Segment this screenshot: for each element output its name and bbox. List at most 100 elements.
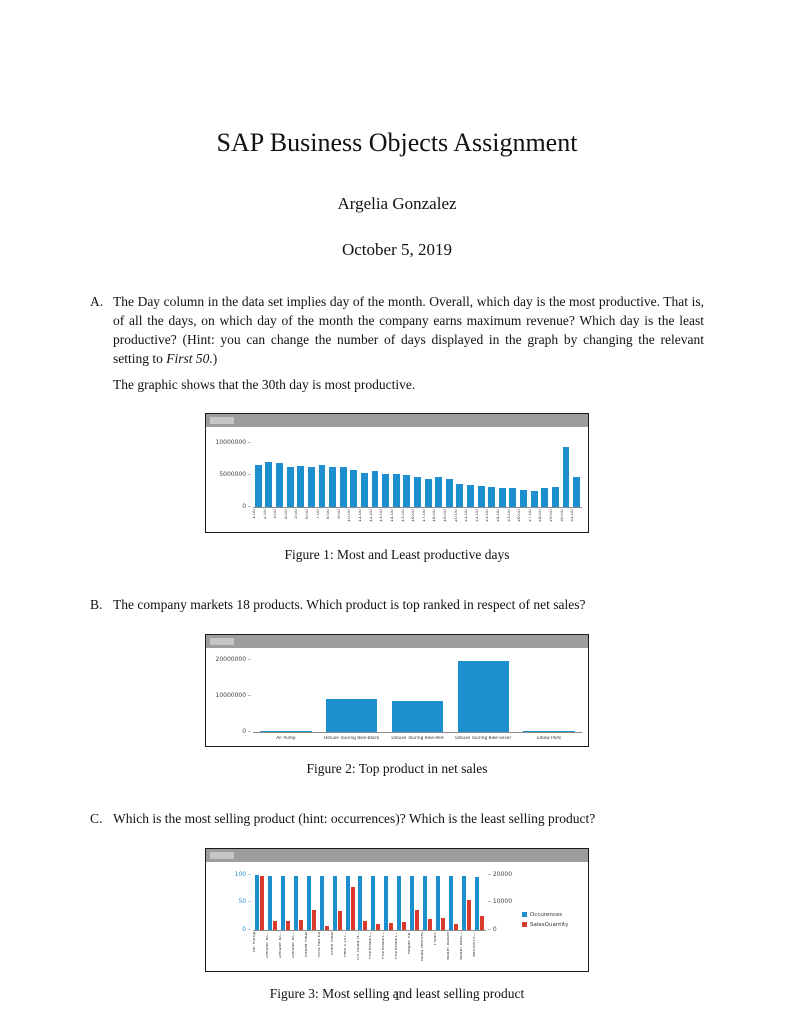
x-axis-label: 17.00	[422, 508, 427, 522]
bar	[456, 483, 464, 507]
question-b-label: B.	[90, 596, 103, 612]
y-axis-tick-label: 0	[488, 926, 497, 933]
bar-group	[385, 658, 451, 732]
question-a-text-pre: The Day column in the data set implies d…	[113, 294, 704, 367]
x-axis-label: Air Pump	[253, 931, 257, 953]
bar	[477, 485, 485, 507]
bar	[297, 465, 305, 507]
y-axis-left: 10000000 5000000 0	[209, 437, 253, 510]
bar-group	[338, 437, 349, 507]
bar	[573, 477, 581, 507]
bar	[298, 920, 303, 930]
bar-group	[455, 437, 466, 507]
bar-group	[317, 437, 328, 507]
bar-group	[434, 872, 447, 930]
bar	[254, 464, 262, 507]
question-a-answer: The graphic shows that the 30th day is m…	[113, 376, 416, 392]
bar	[389, 923, 394, 930]
x-axis-label: Women's...	[472, 931, 477, 957]
bar-group	[518, 437, 529, 507]
y-axis-tick-label: 0	[242, 926, 251, 933]
x-axis-label: 20.00	[454, 508, 459, 522]
bar-group	[391, 437, 402, 507]
figure-2: 20000000 10000000 0 Air Pump Deluxe Touring…	[90, 633, 704, 777]
bar	[280, 875, 285, 930]
bar	[345, 875, 350, 930]
bar	[360, 472, 368, 507]
bar-group	[370, 437, 381, 507]
bar-group	[319, 658, 385, 732]
x-axis-label: 3.00	[274, 508, 279, 519]
document-page: SAP Business Objects Assignment Argelia …	[90, 0, 704, 1002]
bar-group	[305, 872, 318, 930]
bar-group	[571, 437, 582, 507]
bar-group	[318, 872, 331, 930]
bar-group	[357, 872, 370, 930]
bar	[410, 876, 415, 930]
bar-group	[516, 658, 582, 732]
plot-area	[253, 658, 582, 733]
bar	[467, 485, 474, 507]
x-axis-label: Profession...	[382, 931, 387, 960]
y-axis-tick-label: 50	[238, 899, 251, 905]
bar	[414, 477, 421, 507]
x-axis-label: 7.00	[316, 508, 321, 519]
bar	[332, 876, 337, 930]
bar	[371, 875, 376, 930]
figure-1: 10000000 5000000 0 1.00 2.00 3.00 4.00 5.00 6.0…	[90, 412, 704, 563]
bar-group	[529, 437, 540, 507]
bar-group	[473, 872, 486, 930]
bar-group	[369, 872, 382, 930]
bar	[397, 875, 402, 930]
y-axis-tick-label: 100	[235, 871, 251, 878]
x-axis-label: 30.00	[560, 508, 565, 522]
question-b: B. The company markets 18 products. Whic…	[90, 595, 704, 614]
chart-header	[206, 634, 588, 648]
chart-body: 20000000 10000000 0 Air Pump Deluxe Touring…	[206, 648, 588, 746]
bar-group	[444, 437, 455, 507]
bar	[350, 470, 358, 507]
x-axis-label: 27.00	[528, 508, 533, 522]
x-axis-labels: Air Pump Deluxe To... Deluxe To... Deluxe T…	[253, 932, 486, 968]
bar	[363, 920, 368, 930]
x-axis-label: First Aid Kit	[317, 931, 322, 958]
bar	[449, 876, 454, 930]
bar-group	[412, 437, 423, 507]
chart-frame-3: 100 50 0 Air Pump Deluxe To... Deluxe To... D…	[205, 847, 589, 972]
x-axis-label: Deluxe To...	[291, 931, 296, 958]
legend-entry: Occurences	[522, 912, 582, 918]
x-axis-label: 8.00	[327, 508, 332, 519]
bar	[454, 924, 459, 930]
x-axis-label: Elbow Pads	[537, 735, 562, 741]
bar	[254, 874, 259, 930]
bar-group	[447, 872, 460, 930]
bar	[435, 477, 443, 507]
bar	[358, 876, 363, 930]
bar	[423, 876, 428, 930]
bar	[541, 488, 549, 507]
bar-group	[476, 437, 487, 507]
legend: Occurences SalesQuantity	[516, 912, 582, 928]
x-axis-label: Deluxe Touring Bike-Red	[391, 735, 444, 741]
x-axis-label: Road Helmet	[421, 931, 426, 961]
x-axis-label: Water Bott...	[460, 931, 464, 961]
author-name: Argelia Gonzalez	[337, 194, 457, 213]
question-a: A. The Day column in the data set implie…	[90, 292, 704, 369]
x-axis-label: 31.00	[571, 508, 576, 522]
question-b-text: The company markets 18 products. Which p…	[113, 596, 586, 612]
question-a-text-italic: First 50.	[166, 351, 213, 367]
question-a-text: The Day column in the data set implies d…	[113, 292, 704, 369]
y-axis-left: 100 50 0	[209, 871, 253, 933]
bar	[350, 886, 355, 930]
bar-group	[550, 437, 561, 507]
page-title: SAP Business Objects Assignment	[216, 128, 578, 157]
bar	[415, 909, 420, 930]
bar-group	[539, 437, 550, 507]
y-axis-tick-label: 10000000	[216, 692, 251, 699]
bar	[371, 471, 379, 507]
x-axis-label: 1.00	[253, 508, 257, 519]
x-axis-label: Profession...	[369, 931, 374, 960]
bar	[307, 466, 315, 507]
bar-group	[423, 437, 434, 507]
bar-group	[508, 437, 519, 507]
